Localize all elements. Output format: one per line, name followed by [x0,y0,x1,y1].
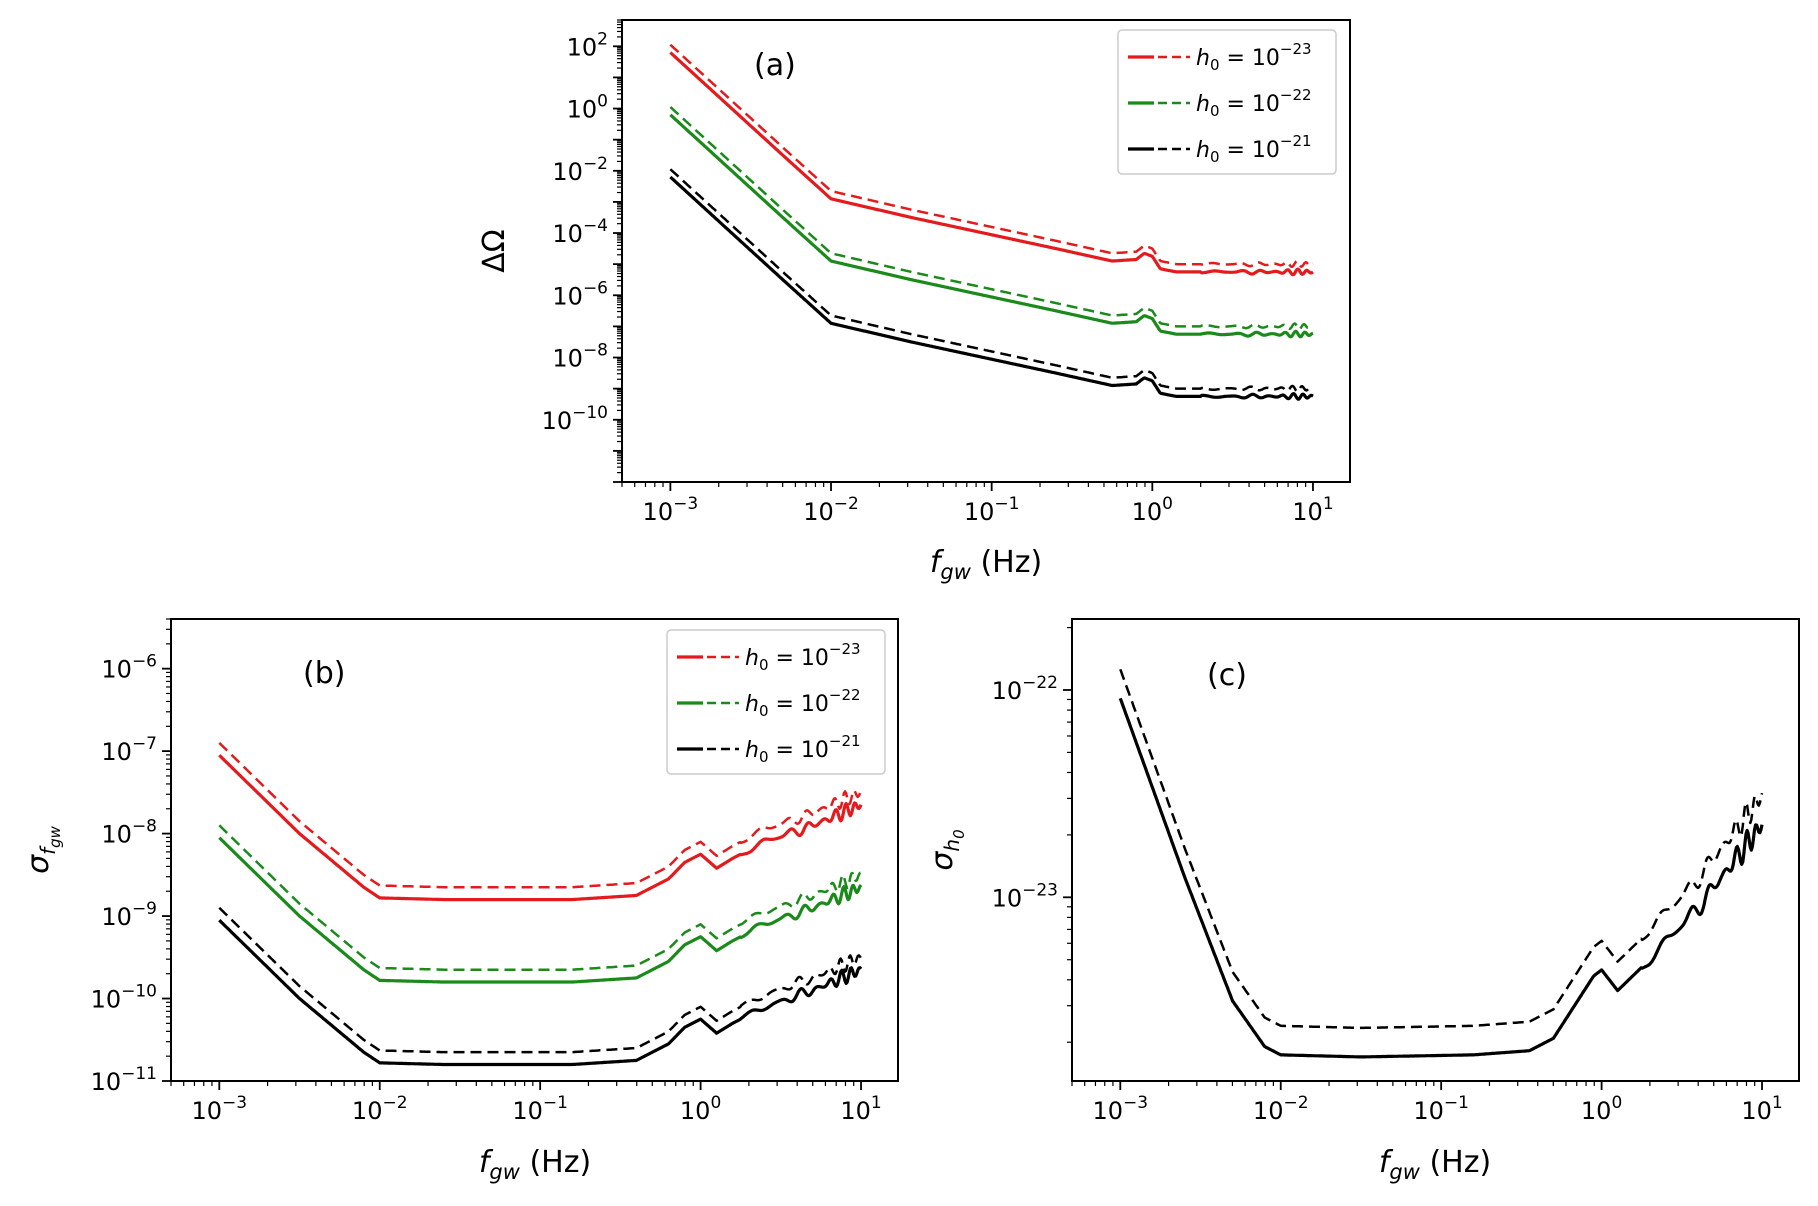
panel-b-y-label: σfgw [21,825,64,874]
panel-c-x-label: fgw (Hz) [1379,1145,1491,1184]
y-tick-label: 102 [567,29,608,61]
y-tick-label: 10−8 [552,341,608,373]
series-black-solid [669,175,1314,401]
y-tick-label: 10−10 [542,403,608,435]
panel-c-tag: (c) [1207,658,1247,693]
legend-entry-label: h0 = 10−21 [745,732,861,766]
legend-entry-label: h0 = 10−23 [745,640,861,674]
x-tick-label: 10−3 [1092,1093,1148,1125]
x-tick-label: 10−1 [964,494,1020,526]
x-tick-label: 100 [680,1093,721,1125]
series-green-dashed [218,824,862,971]
x-tick-label: 10−2 [352,1093,408,1125]
y-tick-label: 10−10 [91,982,157,1014]
series-black-solid [218,919,863,1067]
panel-b-legend: h0 = 10−23 h0 = 10−22 h0 = 10−21 [666,629,886,775]
panel-a-y-ticks: 102 100 10−2 10−4 10−6 10−8 10−10 [542,19,622,483]
panel-a: 10−3 10−2 10−1 100 101 102 100 10−2 10−4 10−6 10−… [477,19,1351,584]
x-tick-label: 10−2 [803,494,859,526]
x-tick-label: 101 [1741,1093,1782,1125]
panel-b-curves [218,741,863,1067]
panel-b-y-ticks: 10−6 10−7 10−8 10−9 10−10 10−11 [91,618,171,1096]
series-black-solid [1118,697,1764,1059]
series-red-solid [218,754,863,902]
legend-entry-label: h0 = 10−22 [1196,86,1312,120]
y-tick-label: 10−11 [91,1064,157,1096]
x-tick-label: 10−3 [643,494,699,526]
panel-a-y-label: ΔΩ [477,229,512,272]
y-tick-label: 10−6 [552,278,608,310]
y-tick-label: 10−7 [101,734,157,766]
series-red-solid [669,51,1314,277]
legend-entry-label: h0 = 10−23 [1196,40,1312,74]
y-tick-label: 100 [567,92,608,124]
series-black-dashed [218,906,863,1054]
y-tick-label: 10−6 [101,652,157,684]
panel-b-legend-box [666,629,886,775]
panel-c-y-label: σh0 [925,829,968,870]
y-tick-label: 10−4 [552,216,608,248]
x-tick-label: 10−1 [512,1093,568,1125]
panel-c-x-ticks: 10−3 10−2 10−1 100 101 [1071,1081,1783,1125]
panel-b: 10−3 10−2 10−1 100 101 10−6 10−7 10−8 10−9 10−10… [21,618,899,1184]
x-tick-label: 10−3 [191,1093,247,1125]
x-tick-label: 101 [1292,494,1333,526]
x-tick-label: 100 [1132,494,1173,526]
series-red-dashed [669,43,1314,269]
y-tick-label: 10−9 [101,899,157,931]
panel-a-x-ticks: 10−3 10−2 10−1 100 101 [621,482,1334,526]
panel-c-frame [1071,618,1800,1082]
series-green-solid [669,113,1314,339]
x-tick-label: 10−1 [1413,1093,1469,1125]
y-tick-label: 10−2 [552,154,608,186]
legend-entry-label: h0 = 10−22 [745,686,861,720]
panel-b-x-ticks: 10−3 10−2 10−1 100 101 [170,1081,882,1125]
panel-a-legend: h0 = 10−23 h0 = 10−22 h0 = 10−21 [1117,29,1337,175]
panel-c-y-ticks: 10−22 10−23 [992,626,1072,1043]
series-green-dashed [669,106,1314,331]
series-black-dashed [669,168,1314,393]
panel-a-tag: (a) [754,48,796,83]
series-red-dashed [218,741,863,889]
y-tick-label: 10−8 [101,817,157,849]
panel-a-curves [669,43,1314,401]
legend-entry-label: h0 = 10−21 [1196,132,1312,166]
series-black-dashed [1119,668,1764,1030]
panel-c: 10−3 10−2 10−1 100 101 10−22 10−23 (c) fgw (H… [925,618,1800,1184]
panel-c-curves [1118,668,1764,1059]
x-tick-label: 100 [1581,1093,1622,1125]
panel-b-frame [170,618,899,1082]
panel-b-tag: (b) [303,656,345,691]
series-green-solid [218,836,863,984]
panel-a-x-label: fgw (Hz) [930,545,1042,584]
panel-a-legend-box [1117,29,1337,175]
x-tick-label: 101 [840,1093,881,1125]
panel-b-x-label: fgw (Hz) [479,1145,591,1184]
x-tick-label: 10−2 [1253,1093,1309,1125]
y-tick-label: 10−23 [992,880,1058,912]
y-tick-label: 10−22 [992,673,1058,705]
panel-a-frame [621,19,1351,483]
